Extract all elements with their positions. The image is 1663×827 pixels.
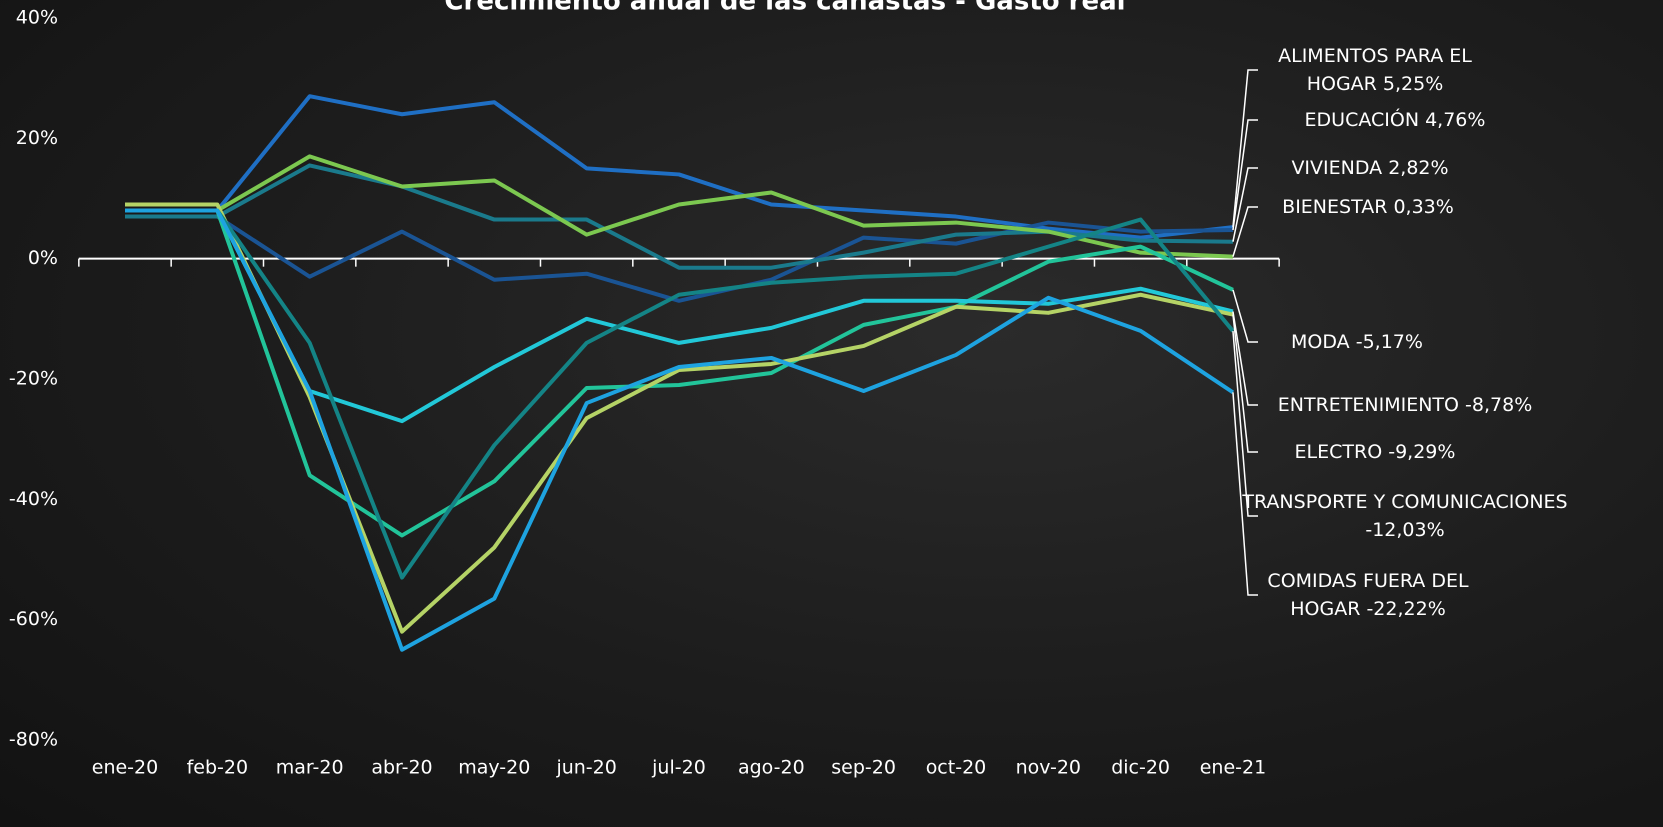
value-label: -8,78% xyxy=(1465,394,1533,416)
leader-line xyxy=(1232,330,1258,517)
series-line xyxy=(125,214,1233,303)
value-label: 2,82% xyxy=(1388,157,1449,179)
y-tick-label: 20% xyxy=(16,127,58,149)
chart-title: Crecimiento anual de las canastas - Gast… xyxy=(444,0,1125,17)
series-line xyxy=(125,208,1235,580)
series-label: ALIMENTOS PARA EL HOGAR 5,25% xyxy=(1250,42,1500,98)
series-line xyxy=(125,202,1234,634)
legend-name: VIVIENDA xyxy=(1291,157,1383,179)
x-tick-label: sep-20 xyxy=(831,757,896,779)
series-label: BIENESTAR 0,33% xyxy=(1258,193,1478,221)
series-label: EDUCACIÓN 4,76% xyxy=(1265,106,1525,134)
value-label: 0,33% xyxy=(1393,196,1454,218)
leader-line xyxy=(1232,119,1258,231)
x-tick-label: may-20 xyxy=(458,757,530,779)
y-tick-label: -60% xyxy=(9,608,58,630)
legend-name: ENTRETENIMIENTO xyxy=(1277,394,1459,416)
y-tick-label: -80% xyxy=(9,729,58,751)
value-label: -5,17% xyxy=(1355,331,1423,353)
x-tick-label: ene-21 xyxy=(1200,757,1266,779)
leader-line xyxy=(1232,167,1258,242)
value-label: 4,76% xyxy=(1425,109,1486,131)
x-tick-label: dic-20 xyxy=(1111,757,1170,779)
legend-name: COMIDAS FUERA DEL HOGAR xyxy=(1267,570,1469,620)
y-tick-label: 0% xyxy=(28,247,58,269)
series-label: MODA -5,17% xyxy=(1257,328,1457,356)
series-line xyxy=(125,163,1233,270)
value-label: -9,29% xyxy=(1388,441,1456,463)
x-tick-label: ene-20 xyxy=(92,757,158,779)
series-label: ELECTRO -9,29% xyxy=(1265,438,1485,466)
series-label: VIVIENDA 2,82% xyxy=(1270,154,1470,182)
x-tick-label: ago-20 xyxy=(738,757,805,779)
leader-line xyxy=(1232,69,1258,228)
series-label: COMIDAS FUERA DEL HOGAR -22,22% xyxy=(1238,567,1498,623)
y-tick-label: -40% xyxy=(9,488,58,510)
legend-name: TRANSPORTE Y COMUNICACIONES xyxy=(1242,491,1568,513)
series-label: TRANSPORTE Y COMUNICACIONES -12,03% xyxy=(1240,488,1570,544)
series-line xyxy=(125,94,1234,240)
leader-line xyxy=(1232,314,1258,453)
legend-name: ALIMENTOS PARA EL HOGAR xyxy=(1278,45,1472,95)
series-label: ENTRETENIMIENTO -8,78% xyxy=(1255,391,1555,419)
legend-name: MODA xyxy=(1291,331,1350,353)
value-label: 5,25% xyxy=(1382,73,1444,95)
legend-name: ELECTRO xyxy=(1294,441,1383,463)
series-line xyxy=(125,208,1235,652)
leader-line xyxy=(1232,289,1258,343)
x-tick-label: nov-20 xyxy=(1016,757,1081,779)
leader-line xyxy=(1232,311,1258,406)
x-tick-label: mar-20 xyxy=(276,757,344,779)
leader-line xyxy=(1232,206,1258,257)
value-label: -12,03% xyxy=(1365,519,1445,541)
y-tick-label: -20% xyxy=(9,368,58,390)
value-label: -22,22% xyxy=(1366,598,1446,620)
series-line xyxy=(125,208,1234,538)
x-tick-label: abr-20 xyxy=(371,757,432,779)
y-tick-label: 40% xyxy=(16,7,58,29)
x-tick-label: feb-20 xyxy=(187,757,248,779)
leader-line xyxy=(1232,392,1258,596)
x-tick-label: jun-20 xyxy=(555,757,616,779)
legend-name: BIENESTAR xyxy=(1282,196,1388,218)
legend-name: EDUCACIÓN xyxy=(1304,109,1420,131)
x-tick-label: jul-20 xyxy=(651,757,706,779)
series-line xyxy=(125,154,1234,259)
x-tick-label: oct-20 xyxy=(926,757,987,779)
